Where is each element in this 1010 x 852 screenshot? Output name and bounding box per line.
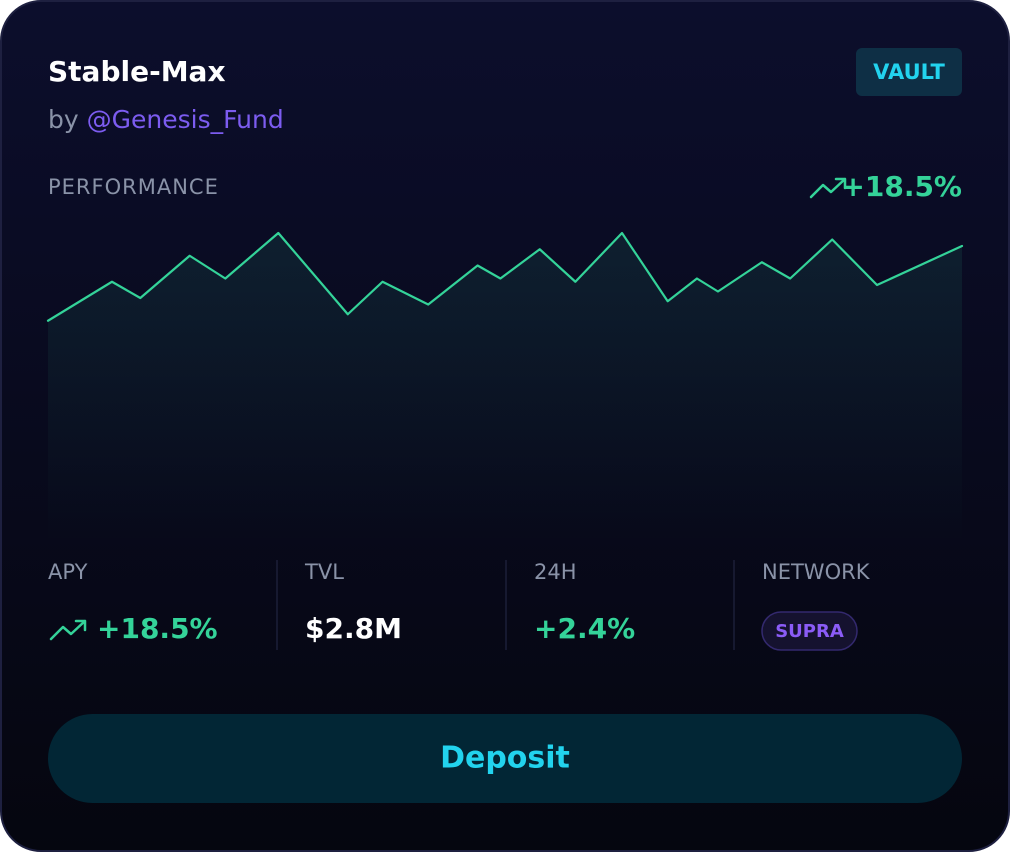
stat-value: $2.8M (305, 612, 402, 645)
deposit-label[interactable]: Deposit (440, 741, 570, 776)
chart-line (46, 231, 964, 322)
stat-label: TVL (304, 560, 344, 584)
trend-icon (49, 619, 87, 641)
chart-area (48, 233, 962, 545)
stat-value: +2.4% (534, 612, 635, 645)
performance-chart (46, 231, 964, 545)
trend-icon (809, 177, 847, 199)
author-handle[interactable]: @Genesis_Fund (87, 105, 284, 134)
vault-author: by @Genesis_Fund (48, 105, 284, 134)
by-label: by (48, 105, 79, 134)
performance-value: +18.5% (841, 170, 962, 203)
performance-label: PERFORMANCE (48, 175, 219, 199)
stat-value: +18.5% (97, 612, 218, 645)
vault-title: Stable-Max (48, 55, 226, 88)
network-value: SUPRA (775, 621, 844, 642)
stat-label: APY (48, 560, 88, 584)
vault-badge (856, 48, 962, 96)
vault-badge-text: VAULT (873, 60, 945, 84)
network-pill (761, 611, 858, 651)
deposit-button[interactable] (48, 714, 962, 803)
stat-label: NETWORK (762, 560, 871, 584)
stat-label: 24H (534, 560, 577, 584)
